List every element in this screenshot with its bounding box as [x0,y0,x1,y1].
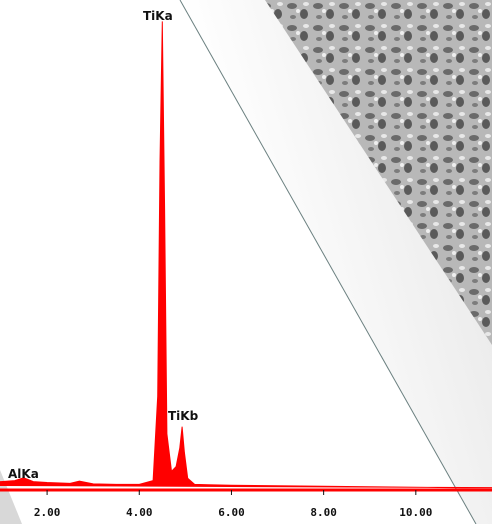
x-tick-label: 6.00 [218,506,245,519]
peak-label: TiKa [143,9,173,23]
peak-label: AlKa [8,467,39,481]
x-tick-label: 4.00 [126,506,153,519]
peak-label: TiKb [168,409,199,423]
x-tick-label: 10.00 [399,506,432,519]
x-tick-label: 8.00 [310,506,337,519]
chart: 2.004.006.008.0010.0012.00TiKaTiKbAlKa [0,0,492,524]
x-tick-label: 2.00 [34,506,61,519]
